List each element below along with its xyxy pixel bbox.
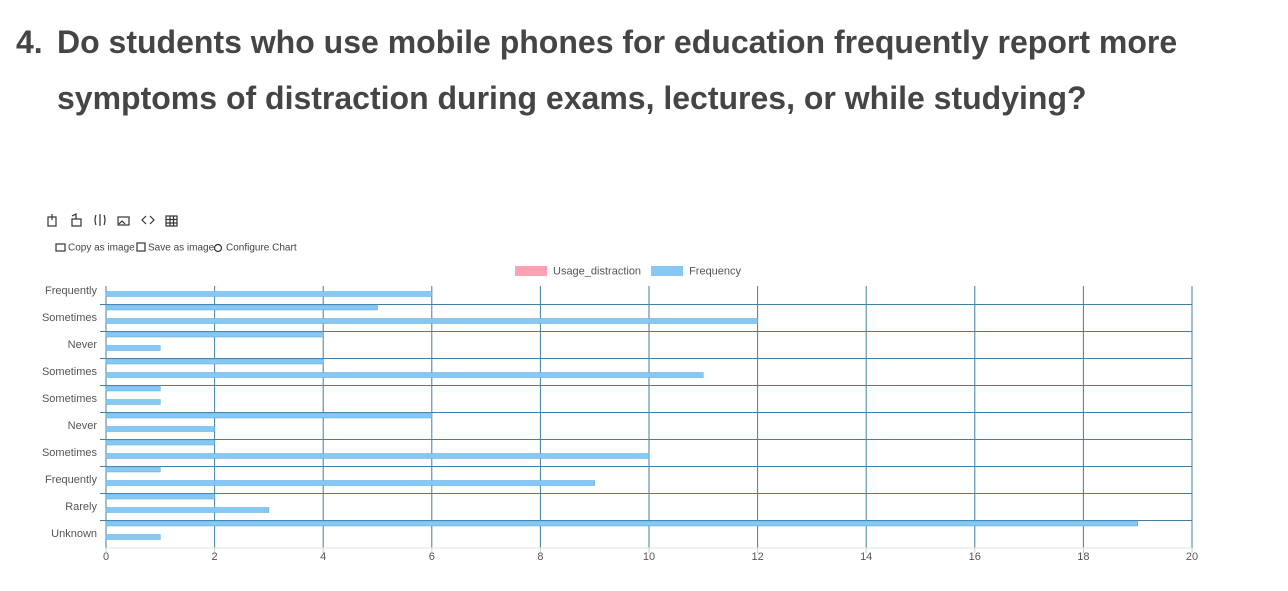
bar	[105, 426, 215, 432]
toolbar-button[interactable]: Configure Chart	[226, 243, 297, 254]
bar	[105, 291, 433, 297]
x-tick-label: 6	[429, 551, 435, 563]
table-icon[interactable]	[165, 215, 178, 227]
y-tick-label: Frequently	[45, 474, 97, 486]
legend-label: Usage_distraction	[553, 265, 641, 277]
heading-text: Do students who use mobile phones for ed…	[57, 24, 1178, 116]
y-tick-label: Never	[68, 420, 98, 432]
bar	[105, 331, 324, 338]
heading: 4. Do students who use mobile phones for…	[16, 14, 1266, 126]
bar	[105, 358, 324, 365]
zoom-reset-icon[interactable]	[71, 213, 82, 227]
x-tick-label: 20	[1186, 551, 1198, 563]
bar	[105, 507, 270, 513]
bar	[105, 480, 595, 486]
x-tick-label: 2	[212, 551, 218, 563]
bar	[105, 345, 161, 351]
x-tick-label: 8	[537, 551, 543, 563]
x-tick-label: 12	[751, 551, 763, 563]
x-tick-label: 16	[969, 551, 981, 563]
bar	[105, 534, 161, 540]
bar	[105, 318, 758, 324]
y-tick-label: Frequently	[45, 285, 97, 297]
y-tick-label: Sometimes	[42, 393, 98, 405]
x-tick-label: 0	[103, 551, 109, 563]
y-tick-label: Never	[68, 339, 98, 351]
y-tick-label: Sometimes	[42, 447, 98, 459]
pan-icon[interactable]	[94, 214, 106, 226]
bar	[105, 466, 161, 473]
legend-label: Frequency	[689, 265, 741, 277]
zoom-icon[interactable]	[47, 214, 57, 227]
bar	[105, 304, 378, 311]
toolbar-button[interactable]: Copy as image	[68, 243, 135, 254]
y-tick-label: Sometimes	[42, 366, 98, 378]
bar	[105, 493, 215, 500]
bar	[105, 372, 704, 378]
bar	[105, 439, 215, 446]
code-icon[interactable]	[141, 215, 155, 225]
heading-number: 4.	[16, 24, 43, 60]
y-tick-label: Sometimes	[42, 312, 98, 324]
bar	[105, 399, 161, 405]
x-tick-label: 10	[643, 551, 655, 563]
config-icon	[213, 243, 223, 253]
toolbar-icons	[47, 213, 223, 253]
y-tick-label: Rarely	[65, 501, 97, 513]
bar	[105, 385, 161, 392]
x-tick-label: 14	[860, 551, 872, 563]
y-tick-label: Unknown	[51, 528, 97, 540]
bar	[105, 412, 433, 419]
x-tick-label: 18	[1077, 551, 1089, 563]
image-icon[interactable]	[117, 216, 130, 226]
bar	[105, 453, 650, 459]
save-icon	[136, 242, 146, 252]
toolbar-button[interactable]: Save as image	[148, 243, 215, 254]
copy-icon	[55, 243, 66, 252]
bar	[105, 520, 1138, 527]
legend-swatch	[651, 266, 684, 276]
x-tick-label: 4	[320, 551, 326, 563]
legend-swatch	[515, 266, 547, 276]
